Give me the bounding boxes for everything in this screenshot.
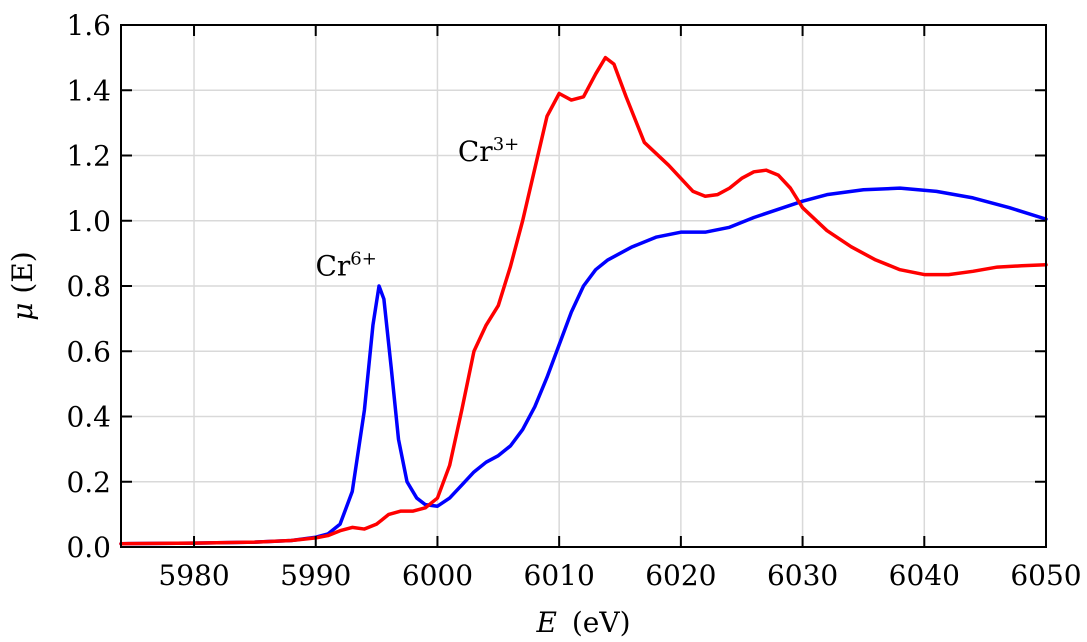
axis-ticks [121,24,1047,548]
x-tick-label: 6010 [524,559,595,592]
y-axis-title: μ (E) [6,251,39,320]
x-tick-label: 6040 [889,559,960,592]
x-tick-label: 5980 [158,559,229,592]
series-line-cr6 [119,186,1048,546]
series-line-cr3 [119,55,1048,546]
y-axis-var: μ [6,303,39,321]
x-tick-label: 5990 [280,559,351,592]
y-axis-arg: (E) [6,251,39,293]
y-tick-label: 0.4 [66,401,111,434]
x-tick-label: 6000 [402,559,473,592]
y-tick-label: 0.2 [66,466,111,499]
y-tick-label: 0.8 [66,270,111,303]
x-axis-var: E [536,606,557,639]
annotation-cr6: Cr6+ [315,248,376,282]
x-tick-label: 6020 [645,559,716,592]
x-tick-label: 6030 [767,559,838,592]
y-tick-label: 0.6 [66,335,111,368]
y-tick-label: 1.4 [66,74,111,107]
series-lines [119,55,1048,546]
y-tick-label: 1.2 [66,140,111,173]
series-annotations: Cr6+ Cr3+ [315,134,519,282]
x-tick-label: 6050 [1010,559,1081,592]
y-tick-label: 1.0 [66,205,111,238]
x-axis-unit: (eV) [572,606,631,639]
y-tick-label: 1.6 [66,9,111,42]
annotation-cr3: Cr3+ [458,134,519,168]
tick-labels: 5980 5990 6000 6010 6020 6030 6040 6050 0.0 0.2 0.… [66,9,1081,592]
y-tick-label: 0.0 [66,531,111,564]
x-axis-title: E (eV) [536,606,631,639]
